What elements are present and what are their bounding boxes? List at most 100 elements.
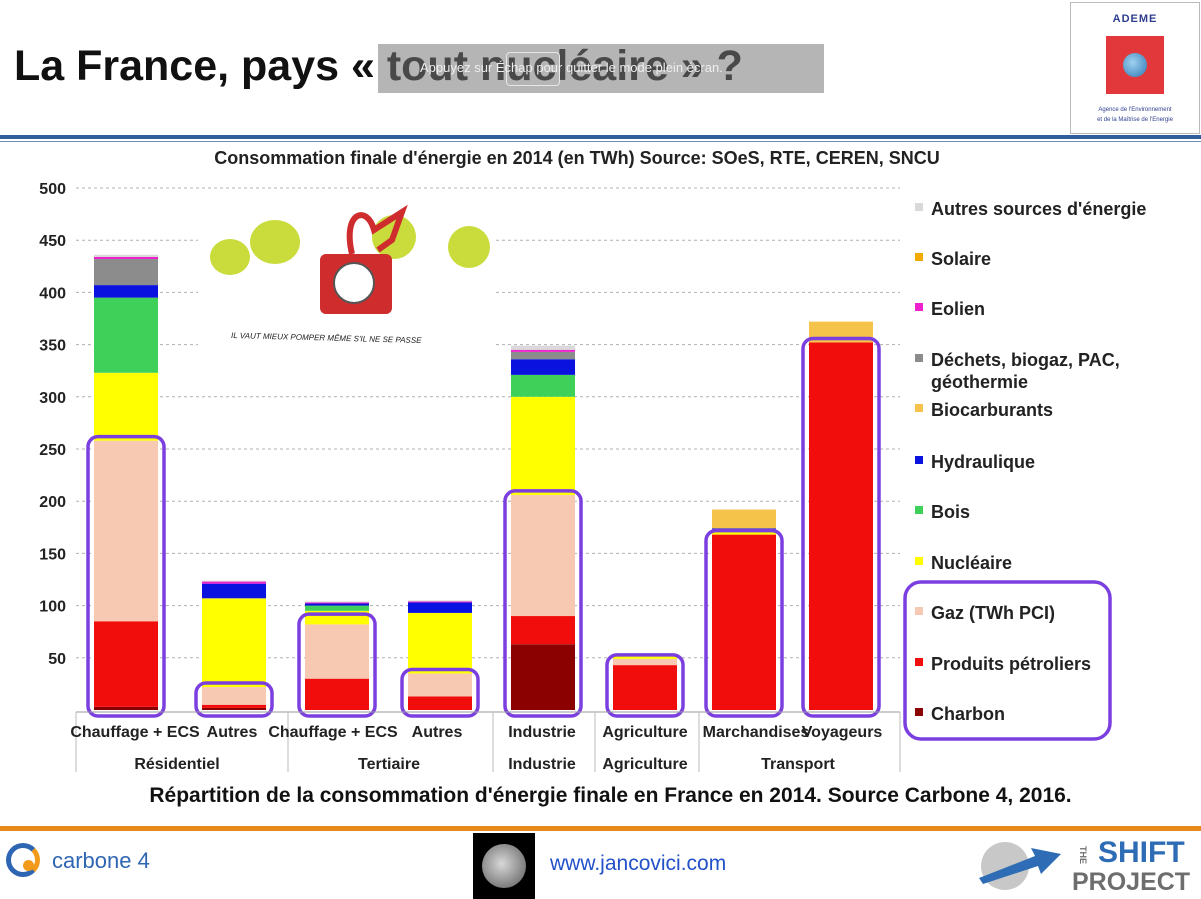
ademe-name: ADEME xyxy=(1112,13,1158,25)
y-tick-label: 400 xyxy=(39,285,66,302)
pump-dial xyxy=(333,262,375,304)
highlight-boxes xyxy=(86,336,881,718)
bars xyxy=(94,254,873,710)
fullscreen-notice-text: Appuyez sur Échap pour quitter le mode p… xyxy=(420,60,723,75)
highlight-box xyxy=(86,434,166,718)
bar-segment-charbon xyxy=(94,706,158,710)
legend-swatch-produits-petroliers xyxy=(915,658,923,666)
legend-label: Produits pétroliers xyxy=(931,654,1091,674)
bar-segment-bois xyxy=(305,605,369,611)
bar-segment-produits-petroliers xyxy=(712,534,776,710)
y-tick-label: 350 xyxy=(39,338,66,355)
legend-swatch-autres-sources-d-energie xyxy=(915,203,923,211)
bar-segment-gaz-twh-pci xyxy=(408,673,472,697)
shadok-1 xyxy=(210,239,250,275)
y-axis: 50 100 150 200 250 300 350 400 450 500 xyxy=(39,181,66,668)
header-divider-thin xyxy=(0,141,1201,142)
legend-label-line: Autres sources d'énergie xyxy=(931,199,1146,219)
bar-segment-autres-sources-d-energie xyxy=(511,345,575,350)
legend-swatch-hydraulique xyxy=(915,456,923,464)
bar-segment-produits-petroliers xyxy=(613,665,677,710)
y-tick-label: 100 xyxy=(39,599,66,616)
carbone4-dot xyxy=(23,860,34,871)
slide-caption: Répartition de la consommation d'énergie… xyxy=(149,784,1072,807)
legend-label-line: Eolien xyxy=(931,299,985,319)
legend-label: Hydraulique xyxy=(931,452,1035,472)
ademe-tagline-2: et de la Maîtrise de l'Energie xyxy=(1097,117,1173,123)
bar-segment-gaz-twh-pci xyxy=(202,687,266,705)
highlight-box xyxy=(704,528,784,718)
x-group-label: Agriculture xyxy=(602,756,687,773)
fullscreen-notice xyxy=(378,44,824,93)
y-tick-label: 50 xyxy=(48,651,66,668)
bar-segment-gaz-twh-pci xyxy=(94,440,158,622)
bar-segment-eolien xyxy=(511,349,575,352)
ademe-emblem xyxy=(1106,36,1164,94)
legend-label: Nucléaire xyxy=(931,553,1012,573)
x-axis: Chauffage + ECS Autres Chauffage + ECS Autr… xyxy=(70,711,901,773)
carbone4-name: carbone 4 xyxy=(52,848,150,873)
bar-segment-produits-petroliers xyxy=(202,704,266,708)
y-tick-label: 200 xyxy=(39,494,66,511)
chart-title: Consommation finale d'énergie en 2014 (e… xyxy=(214,148,939,168)
legend-label-line: Biocarburants xyxy=(931,400,1053,420)
globe-icon xyxy=(1123,53,1147,77)
x-group-label: Transport xyxy=(761,756,835,773)
legend-label-line: Charbon xyxy=(931,704,1005,724)
highlight-box xyxy=(605,653,685,718)
bar-segment-hydraulique xyxy=(305,603,369,606)
legend-label: Déchets, biogaz, PAC, géothermie xyxy=(931,350,1120,392)
chart-container: Consommation finale d'énergie en 2014 (e… xyxy=(22,142,1201,782)
bar-segment-nucleaire xyxy=(94,372,158,441)
bar-segment-hydraulique xyxy=(511,359,575,375)
legend-label-line: Déchets, biogaz, PAC, xyxy=(931,350,1120,370)
x-tick-label: Chauffage + ECS xyxy=(70,724,200,741)
x-tick-label: Marchandises xyxy=(703,724,810,741)
bar-segment-gaz-twh-pci xyxy=(511,494,575,617)
legend-swatch-gaz-twh-pci xyxy=(915,607,923,615)
legend-label: Biocarburants xyxy=(931,400,1053,420)
bar-segment-bois xyxy=(94,297,158,373)
legend-label: Charbon xyxy=(931,704,1005,724)
bar-segment-autres-sources-d-energie xyxy=(202,580,266,582)
carbone4-icon xyxy=(6,843,40,877)
bar-segment-hydraulique xyxy=(94,285,158,298)
legend-swatch-dechets-biogaz-pac-geothermie xyxy=(915,354,923,362)
moon-image xyxy=(473,833,535,899)
website-link[interactable]: www.jancovici.com xyxy=(550,852,727,875)
bar-segment-autres-sources-d-energie xyxy=(408,600,472,602)
moon-icon xyxy=(482,844,526,888)
y-tick-label: 500 xyxy=(39,181,66,198)
bar-segment-autres-sources-d-energie xyxy=(305,601,369,603)
bar-segment-bois xyxy=(511,374,575,397)
legend-swatch-solaire xyxy=(915,253,923,261)
bar-segment-nucleaire xyxy=(613,655,677,659)
header-divider xyxy=(0,135,1201,139)
footer-divider xyxy=(0,826,1201,831)
shift-arrow-shape xyxy=(979,848,1061,884)
legend: Autres sources d'énergie Solaire Eolien Déc… xyxy=(903,199,1146,741)
legend-label-line: Solaire xyxy=(931,249,991,269)
x-group-label: Tertiaire xyxy=(358,756,420,773)
cartoon-illustration: IL VAUT MIEUX POMPER MÊME S'IL NE SE PAS… xyxy=(198,194,493,352)
legend-label-line: géothermie xyxy=(931,372,1028,392)
legend-label-line: Hydraulique xyxy=(931,452,1035,472)
bar-segment-charbon xyxy=(202,707,266,710)
shift-label: SHIFT xyxy=(1098,836,1185,869)
bar-segment-nucleaire xyxy=(202,598,266,688)
bar-segment-produits-petroliers xyxy=(809,342,873,710)
y-tick-label: 450 xyxy=(39,233,66,250)
legend-label-line: Bois xyxy=(931,502,970,522)
escape-key-badge xyxy=(506,52,560,86)
legend-swatch-biocarburants xyxy=(915,404,923,412)
shadok-4 xyxy=(448,226,490,268)
pump-handle xyxy=(346,204,408,255)
ademe-tagline-1: Agence de l'Environnement xyxy=(1098,107,1172,113)
legend-highlight-box xyxy=(903,580,1112,741)
legend-swatch-nucleaire xyxy=(915,557,923,565)
x-group-label: Industrie xyxy=(508,756,576,773)
y-tick-label: 150 xyxy=(39,546,66,563)
highlight-box xyxy=(297,612,377,718)
legend-label: Solaire xyxy=(931,249,991,269)
bar-segment-produits-petroliers xyxy=(305,678,369,710)
